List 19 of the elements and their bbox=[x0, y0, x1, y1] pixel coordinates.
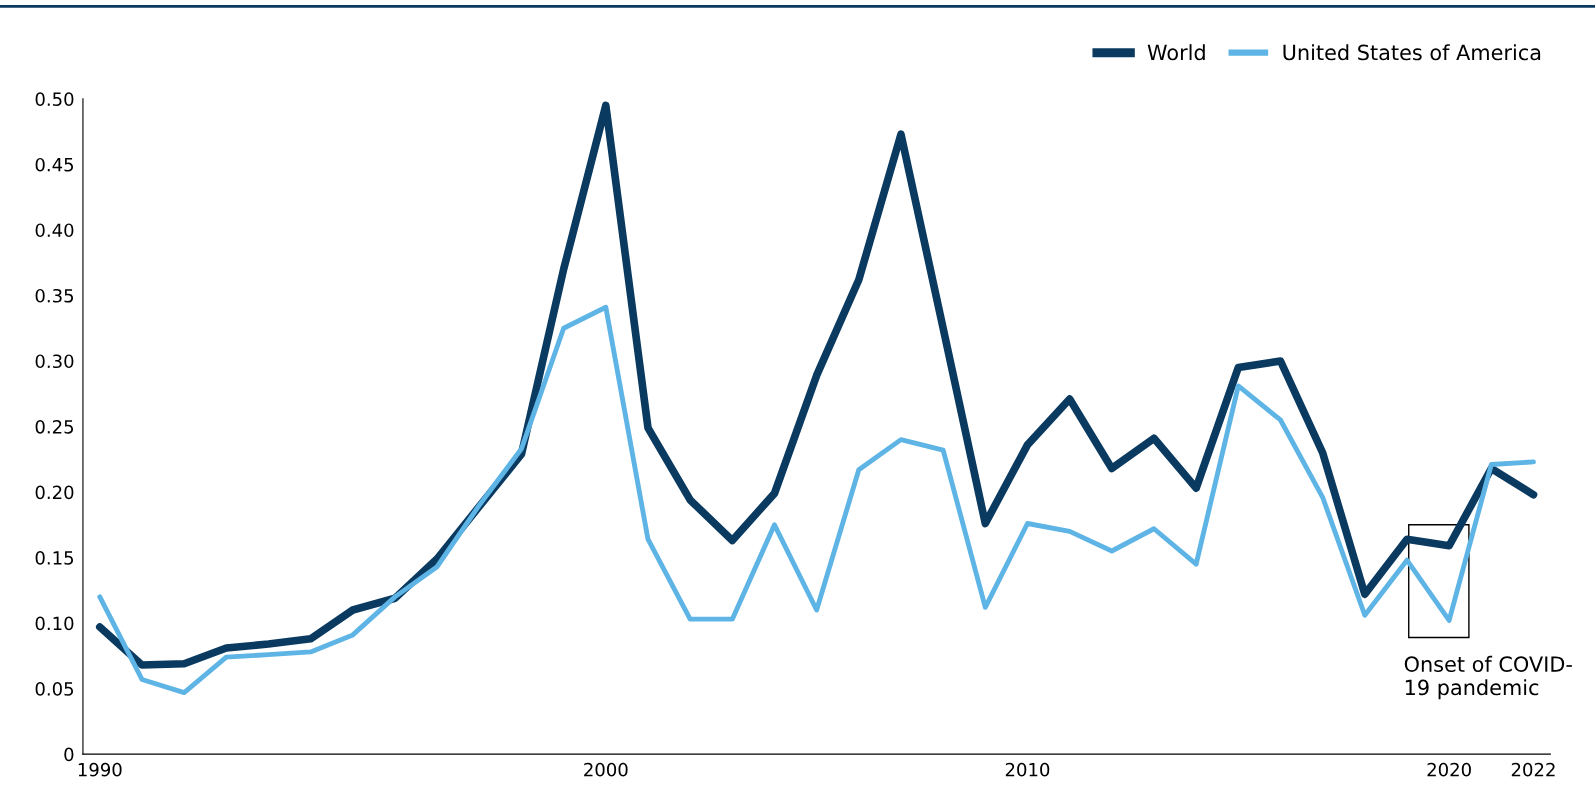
x-tick-label: 2010 bbox=[1005, 762, 1050, 777]
y-tick-label: 0 bbox=[64, 747, 74, 762]
y-tick-label: 0.15 bbox=[35, 551, 74, 565]
y-tick-label: 0.20 bbox=[35, 485, 74, 500]
y-tick-label: 0.35 bbox=[35, 288, 74, 303]
y-tick-label: 0.25 bbox=[35, 419, 74, 434]
y-tick-label: 0.45 bbox=[35, 157, 74, 172]
x-tick-label: 2020 bbox=[1427, 762, 1471, 777]
y-tick-label: 0.40 bbox=[35, 223, 74, 238]
annotation: Onset of COVID- 19 pandemic bbox=[1404, 655, 1572, 700]
legend-label: United States of America bbox=[1283, 44, 1541, 61]
y-tick-label: 0.50 bbox=[35, 92, 74, 107]
y-tick-label: 0.05 bbox=[35, 682, 74, 696]
legend-label: World bbox=[1147, 44, 1205, 61]
x-tick-label: 2022 bbox=[1511, 762, 1555, 777]
y-tick-label: 0.30 bbox=[35, 354, 74, 369]
x-tick-label: 2000 bbox=[584, 762, 628, 777]
y-tick-label: 0.10 bbox=[35, 616, 74, 631]
x-tick-label: 1990 bbox=[78, 762, 122, 777]
